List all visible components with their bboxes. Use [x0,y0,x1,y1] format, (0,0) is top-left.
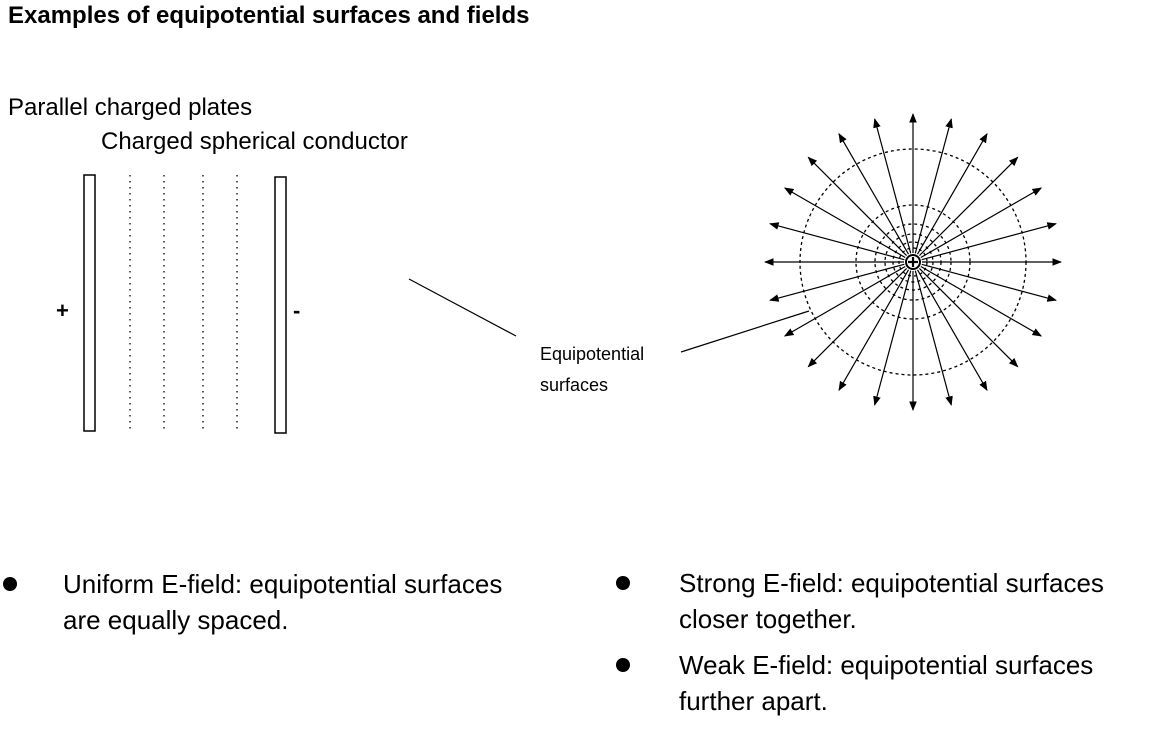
bullet-dot [616,576,630,590]
bullet-dot [3,577,17,591]
equipotential-annotation: Equipotential surfaces [540,339,700,401]
bullet-text: Weak E-field: equipotential surfaces fur… [679,650,1094,716]
bullet-item: Uniform E-field: equipotential surfaces … [3,566,503,638]
bullet-item: Strong E-field: equipotential surfaces c… [616,565,1149,637]
field-line-arrow [914,118,953,254]
field-line-arrow [920,265,1043,337]
field-line-arrow [921,222,1057,261]
field-line-arrow [783,187,906,259]
field-line-arrow [920,187,1043,259]
field-line-arrow [914,270,953,406]
field-line-arrow [783,265,906,337]
field-line-arrow [769,222,905,261]
bullet-list-right: Strong E-field: equipotential surfaces c… [616,565,1149,729]
field-line-arrow [807,267,908,368]
annotation-leader-left [408,278,517,337]
field-line-arrow [916,269,988,392]
field-line-arrow [918,156,1019,257]
caption-spherical-conductor: Charged spherical conductor [101,128,408,155]
radial-field-lines [764,113,1062,411]
field-line-arrow [807,156,908,257]
bullet-dot [616,658,630,672]
positive-plate [83,174,96,432]
bullet-list-left: Uniform E-field: equipotential surfaces … [3,566,503,648]
field-line-arrow [918,267,1019,368]
annotation-leader-right [680,310,810,353]
bullet-item: Weak E-field: equipotential surfaces fur… [616,647,1149,719]
field-line-arrow [838,269,910,392]
bullet-text: Strong E-field: equipotential surfaces c… [679,568,1104,634]
field-line-arrow [873,270,912,406]
annotation-line-2: surfaces [540,375,609,395]
field-line-arrow [873,118,912,254]
plate-equipotential-lines [129,175,238,433]
central-charge [905,254,921,270]
field-line-arrow [769,263,905,302]
field-line-arrow [921,263,1057,302]
bullet-text: Uniform E-field: equipotential surfaces … [63,569,503,635]
page-title: Examples of equipotential surfaces and f… [8,2,530,29]
positive-plate-sign: + [56,298,69,323]
caption-parallel-plates: Parallel charged plates [8,94,253,121]
negative-plate-sign: - [293,298,301,323]
annotation-line-1: Equipotential [540,344,645,364]
field-line-arrow [916,132,988,255]
field-line-arrow [838,132,910,255]
negative-plate [274,176,287,434]
